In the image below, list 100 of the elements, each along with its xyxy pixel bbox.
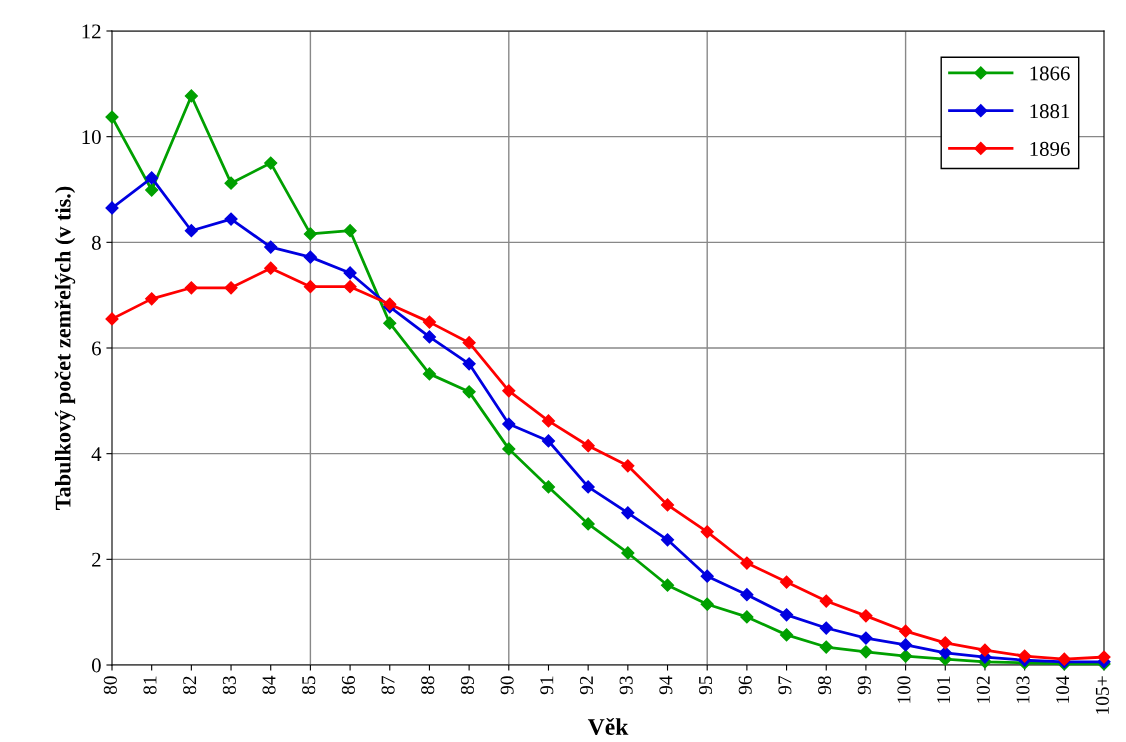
- x-tick-label: 104: [1056, 675, 1070, 703]
- x-tick-label: 91: [540, 676, 554, 695]
- point: [859, 631, 873, 645]
- point: [660, 578, 675, 592]
- point: [264, 261, 278, 275]
- point: [621, 506, 635, 520]
- point: [779, 575, 794, 589]
- point: [422, 330, 437, 344]
- point: [541, 414, 556, 428]
- y-tick-label: 4: [91, 447, 102, 461]
- point: [779, 628, 794, 642]
- point: [859, 645, 873, 659]
- point: [581, 480, 595, 494]
- point: [184, 281, 198, 295]
- point: [938, 636, 952, 650]
- x-tick-label: 89: [460, 676, 474, 695]
- y-tick-label: 6: [92, 341, 101, 356]
- point: [264, 156, 278, 170]
- point: [184, 224, 198, 238]
- point: [621, 459, 635, 473]
- point: [224, 281, 238, 295]
- point: [502, 417, 516, 431]
- y-tick-label: 8: [91, 235, 101, 250]
- point: [462, 357, 476, 371]
- x-tick-label: 100: [897, 676, 911, 703]
- point: [541, 434, 556, 448]
- x-tick-label: 103: [1016, 676, 1030, 703]
- x-tick-label: 83: [222, 676, 236, 695]
- x-tick-label: 90: [500, 676, 514, 695]
- x-tick-label: 84: [262, 675, 276, 695]
- point: [462, 385, 476, 399]
- point: [422, 315, 437, 329]
- x-tick-label: 102: [976, 676, 990, 703]
- point: [1018, 649, 1032, 663]
- x-tick-label: 98: [817, 676, 832, 695]
- point: [700, 569, 714, 583]
- point: [938, 646, 952, 660]
- point: [343, 266, 357, 280]
- point: [462, 336, 476, 350]
- x-tick-label: 96: [738, 676, 752, 695]
- point: [978, 643, 992, 657]
- point: [145, 171, 159, 185]
- point: [740, 610, 754, 624]
- x-tick-label: 93: [619, 676, 633, 695]
- y-axis-title: Tabulkový počet zemřelých (v tis.): [54, 186, 76, 510]
- point: [581, 517, 595, 531]
- point: [303, 250, 317, 264]
- point: [105, 201, 119, 215]
- point: [819, 640, 833, 654]
- point: [343, 224, 357, 238]
- point: [700, 597, 714, 611]
- x-axis-title: Věk: [587, 718, 629, 736]
- point: [502, 442, 516, 456]
- legend-label: 1866: [1030, 66, 1070, 81]
- y-tick-label: 12: [82, 24, 101, 39]
- point: [779, 608, 794, 622]
- point: [184, 89, 198, 103]
- point: [303, 280, 317, 294]
- point: [899, 624, 913, 638]
- x-tick-label: 92: [579, 676, 594, 695]
- legend-label: 1896: [1030, 141, 1070, 156]
- point: [700, 525, 714, 539]
- point: [343, 280, 357, 294]
- point: [819, 621, 833, 635]
- point: [502, 384, 516, 398]
- x-tick-label: 82: [183, 676, 197, 695]
- x-tick-label: 86: [341, 676, 355, 695]
- point: [383, 316, 397, 330]
- point: [145, 292, 159, 306]
- point: [859, 609, 873, 623]
- point: [224, 212, 238, 226]
- point: [899, 649, 913, 663]
- x-tick-label: 99: [857, 676, 871, 695]
- point: [224, 176, 238, 190]
- point: [303, 227, 317, 241]
- point: [581, 439, 595, 453]
- point: [660, 533, 675, 547]
- x-tick-label: 85: [302, 676, 316, 695]
- x-tick-label: 94: [659, 675, 673, 695]
- point: [105, 110, 119, 124]
- point: [899, 638, 913, 652]
- y-tick-label: 2: [92, 552, 101, 567]
- point: [264, 240, 278, 254]
- x-tick-label: 88: [421, 676, 435, 695]
- x-tick-label: 87: [381, 675, 395, 695]
- point: [660, 498, 675, 512]
- point: [740, 556, 754, 570]
- y-tick-label: 0: [91, 658, 101, 673]
- point: [105, 312, 119, 326]
- point: [422, 367, 437, 381]
- x-tick-label: 80: [103, 676, 117, 695]
- point: [819, 594, 833, 608]
- x-tick-label: 97: [778, 675, 792, 695]
- point: [541, 480, 556, 494]
- point: [621, 546, 635, 560]
- y-tick-label: 10: [82, 130, 101, 145]
- point: [1097, 650, 1111, 664]
- point: [740, 588, 754, 602]
- legend-label: 1881: [1030, 104, 1070, 119]
- x-tick-label: 105+: [1095, 676, 1109, 714]
